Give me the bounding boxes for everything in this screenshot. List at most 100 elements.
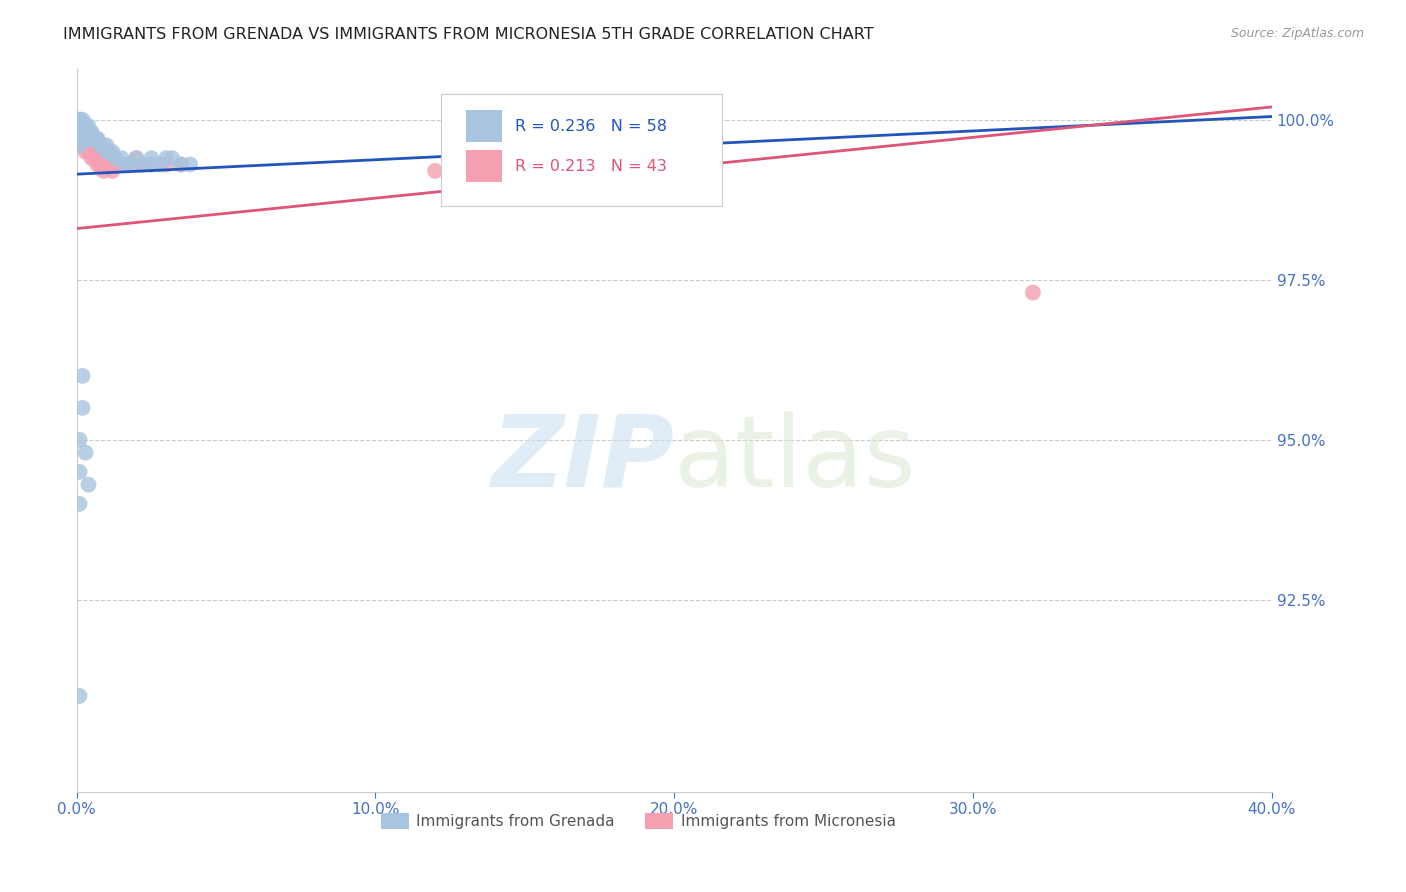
Point — [80, 126, 103, 140]
Point — [72, 119, 94, 133]
Point — [75, 132, 97, 146]
Point — [104, 157, 127, 171]
Point — [69, 465, 91, 479]
Point — [125, 151, 148, 165]
Point — [170, 157, 193, 171]
Point — [69, 132, 91, 146]
Point — [69, 433, 91, 447]
Point — [69, 138, 91, 153]
Point — [110, 151, 132, 165]
Point — [120, 157, 142, 171]
Point — [72, 368, 94, 383]
Text: Source: ZipAtlas.com: Source: ZipAtlas.com — [1230, 27, 1364, 40]
Text: ZIP: ZIP — [491, 410, 675, 508]
Legend: Immigrants from Grenada, Immigrants from Micronesia: Immigrants from Grenada, Immigrants from… — [375, 806, 901, 835]
Point — [72, 132, 94, 146]
Point — [72, 132, 94, 146]
Point — [80, 151, 103, 165]
Point — [83, 138, 105, 153]
Point — [93, 164, 115, 178]
Point — [96, 157, 118, 171]
Point — [69, 112, 91, 127]
Point — [69, 689, 91, 703]
Point — [86, 138, 108, 153]
Point — [83, 132, 105, 146]
Text: IMMIGRANTS FROM GRENADA VS IMMIGRANTS FROM MICRONESIA 5TH GRADE CORRELATION CHAR: IMMIGRANTS FROM GRENADA VS IMMIGRANTS FR… — [63, 27, 875, 42]
Point — [141, 151, 163, 165]
FancyBboxPatch shape — [467, 111, 502, 143]
Point — [72, 401, 94, 415]
Point — [75, 445, 97, 459]
Point — [1022, 285, 1045, 300]
Point — [141, 157, 163, 171]
Point — [96, 138, 118, 153]
Point — [69, 112, 91, 127]
Point — [72, 119, 94, 133]
Point — [120, 157, 142, 171]
Point — [69, 119, 91, 133]
Point — [77, 132, 100, 146]
Text: atlas: atlas — [675, 410, 915, 508]
Point — [131, 157, 153, 171]
Point — [69, 138, 91, 153]
Point — [83, 151, 105, 165]
Point — [75, 132, 97, 146]
Point — [75, 138, 97, 153]
Point — [86, 157, 108, 171]
Point — [574, 177, 596, 191]
Point — [69, 126, 91, 140]
Text: R = 0.236   N = 58: R = 0.236 N = 58 — [515, 119, 668, 134]
Point — [72, 138, 94, 153]
Point — [69, 119, 91, 133]
FancyBboxPatch shape — [441, 94, 723, 206]
Point — [80, 126, 103, 140]
Point — [86, 132, 108, 146]
Point — [125, 151, 148, 165]
Point — [69, 132, 91, 146]
Point — [80, 132, 103, 146]
Point — [75, 132, 97, 146]
Point — [131, 157, 153, 171]
Point — [69, 126, 91, 140]
Point — [69, 497, 91, 511]
Point — [96, 145, 118, 159]
Point — [155, 157, 177, 171]
Point — [83, 132, 105, 146]
Point — [72, 126, 94, 140]
Point — [89, 157, 111, 171]
Point — [89, 138, 111, 153]
Point — [72, 126, 94, 140]
Point — [101, 164, 124, 178]
Point — [69, 119, 91, 133]
Point — [77, 145, 100, 159]
Point — [72, 112, 94, 127]
Point — [149, 157, 172, 171]
Point — [86, 132, 108, 146]
Point — [77, 138, 100, 153]
Point — [77, 119, 100, 133]
Point — [93, 138, 115, 153]
Point — [77, 132, 100, 146]
Point — [72, 132, 94, 146]
Point — [112, 157, 135, 171]
Point — [75, 119, 97, 133]
Point — [75, 119, 97, 133]
Point — [101, 145, 124, 159]
Point — [141, 157, 163, 171]
Text: R = 0.213   N = 43: R = 0.213 N = 43 — [515, 159, 666, 174]
Point — [75, 126, 97, 140]
Point — [155, 151, 177, 165]
Point — [77, 477, 100, 491]
Point — [69, 126, 91, 140]
Point — [72, 119, 94, 133]
Point — [425, 164, 447, 178]
FancyBboxPatch shape — [467, 150, 502, 182]
Point — [69, 112, 91, 127]
Point — [179, 157, 201, 171]
Point — [98, 145, 121, 159]
Point — [89, 145, 111, 159]
Point — [75, 126, 97, 140]
Point — [101, 157, 124, 171]
Point — [77, 126, 100, 140]
Point — [69, 132, 91, 146]
